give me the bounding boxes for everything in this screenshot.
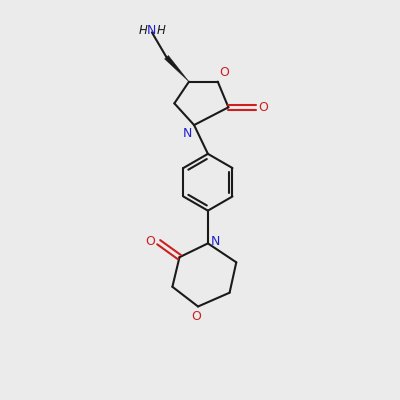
Text: H: H	[138, 24, 147, 37]
Text: N: N	[211, 235, 220, 248]
Text: O: O	[191, 310, 201, 324]
Text: O: O	[146, 235, 156, 248]
Text: N: N	[183, 128, 192, 140]
Text: O: O	[258, 101, 268, 114]
Text: H: H	[157, 24, 166, 37]
Text: N: N	[147, 24, 156, 37]
Polygon shape	[164, 56, 189, 82]
Text: O: O	[219, 66, 229, 78]
